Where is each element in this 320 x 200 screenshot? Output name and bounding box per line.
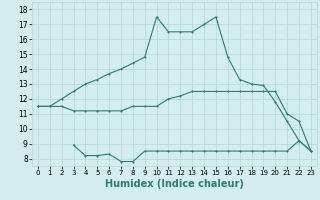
- X-axis label: Humidex (Indice chaleur): Humidex (Indice chaleur): [105, 179, 244, 189]
